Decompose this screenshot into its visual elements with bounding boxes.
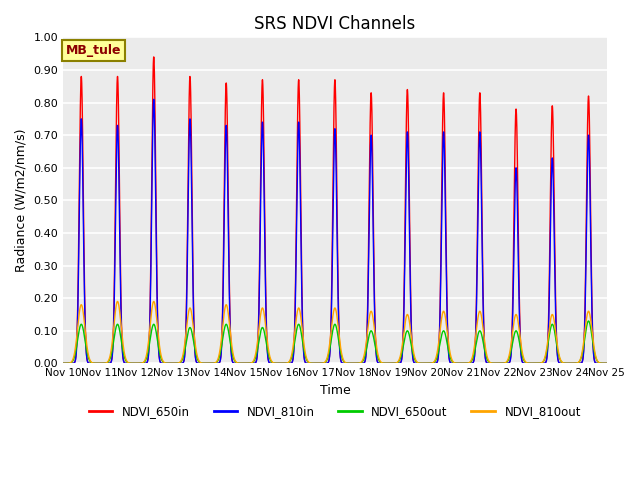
Title: SRS NDVI Channels: SRS NDVI Channels [254,15,415,33]
Text: MB_tule: MB_tule [66,44,122,57]
Legend: NDVI_650in, NDVI_810in, NDVI_650out, NDVI_810out: NDVI_650in, NDVI_810in, NDVI_650out, NDV… [84,400,586,423]
X-axis label: Time: Time [319,384,350,397]
Y-axis label: Radiance (W/m2/nm/s): Radiance (W/m2/nm/s) [15,129,28,272]
